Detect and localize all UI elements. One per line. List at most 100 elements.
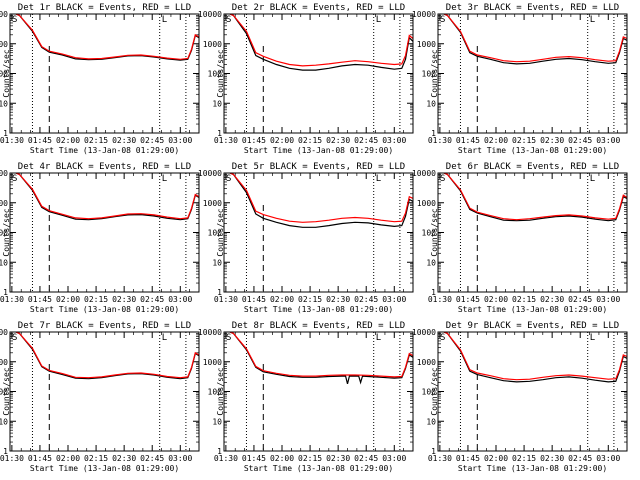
x-axis-label: Start Time (13-Jan-08 01:29:00) — [244, 146, 393, 155]
x-tick-label: 02:00 — [484, 295, 508, 304]
plot-frame — [9, 172, 200, 293]
corner-glyph-l: L — [590, 333, 595, 343]
y-tick-label: 10 — [0, 258, 8, 267]
x-tick-label: 01:30 — [428, 295, 452, 304]
x-tick-label: 01:45 — [242, 454, 266, 463]
plot-frame — [223, 172, 414, 293]
y-tick-label: 10 — [426, 99, 436, 108]
x-axis-label: Start Time (13-Jan-08 01:29:00) — [244, 464, 393, 473]
x-tick-label: 02:00 — [270, 295, 294, 304]
y-tick-label: 100 — [208, 70, 223, 79]
x-tick-label: 02:30 — [540, 136, 564, 145]
lld-series-line — [228, 332, 413, 378]
x-tick-label: 02:30 — [326, 295, 350, 304]
y-tick-label: 1000 — [203, 40, 222, 49]
corner-glyph-s: S — [12, 333, 17, 343]
corner-glyph-s: S — [226, 333, 231, 343]
corner-glyph-l: L — [590, 174, 595, 184]
corner-glyph-s: S — [440, 15, 445, 25]
lld-series-line — [442, 332, 627, 381]
y-tick-label: 10 — [426, 258, 436, 267]
x-tick-label: 02:00 — [56, 454, 80, 463]
y-tick-label: 1 — [431, 129, 436, 138]
panel-det-1: Det 1r BLACK = Events, RED = LLD 1 10 100 10… — [0, 3, 200, 155]
x-tick-label: 02:30 — [112, 295, 136, 304]
series-group — [14, 14, 199, 61]
y-tick-label: 10000 — [198, 169, 222, 178]
lld-series-line — [14, 332, 199, 379]
y-tick-label: 10000 — [198, 10, 222, 19]
x-tick-label: 01:30 — [428, 454, 452, 463]
events-series-line — [442, 332, 627, 383]
x-tick-label: 02:30 — [540, 295, 564, 304]
panel-det-3: Det 3r BLACK = Events, RED = LLD 1 10 100 10… — [412, 3, 628, 155]
events-series-line — [442, 173, 627, 222]
y-tick-label: 1 — [3, 288, 8, 297]
y-tick-label: 100 — [422, 70, 437, 79]
y-tick-label: 10000 — [198, 328, 222, 337]
x-tick-label: 02:45 — [140, 295, 164, 304]
y-tick-label: 10 — [0, 99, 8, 108]
x-tick-label: 02:15 — [512, 454, 536, 463]
x-tick-label: 01:45 — [28, 295, 52, 304]
panel-title: Det 1r BLACK = Events, RED = LLD — [18, 3, 191, 13]
panel-title: Det 8r BLACK = Events, RED = LLD — [232, 321, 405, 331]
y-axis-label: Counts/sec — [216, 367, 225, 415]
y-tick-label: 10000 — [412, 169, 436, 178]
y-tick-label: 1 — [431, 288, 436, 297]
y-axis-label: Counts/sec — [430, 49, 439, 97]
panel-title: Det 2r BLACK = Events, RED = LLD — [232, 3, 405, 13]
lld-series-line — [228, 173, 413, 223]
y-tick-label: 1 — [217, 129, 222, 138]
x-tick-label: 02:45 — [354, 295, 378, 304]
y-axis-label: Counts/sec — [2, 49, 11, 97]
x-tick-label: 01:45 — [28, 454, 52, 463]
x-tick-label: 01:45 — [456, 295, 480, 304]
x-tick-label: 01:30 — [214, 295, 238, 304]
x-tick-label: 02:15 — [512, 136, 536, 145]
x-tick-label: 01:30 — [214, 136, 238, 145]
corner-glyph-s: S — [440, 174, 445, 184]
series-group — [14, 173, 199, 221]
y-tick-label: 10 — [212, 417, 222, 426]
x-tick-label: 02:30 — [540, 454, 564, 463]
panel-title: Det 7r BLACK = Events, RED = LLD — [18, 321, 191, 331]
y-tick-label: 1 — [3, 447, 8, 456]
events-series-line — [228, 332, 413, 385]
lld-series-line — [14, 173, 199, 220]
x-tick-label: 01:30 — [214, 454, 238, 463]
plot-frame — [437, 331, 628, 452]
y-tick-label: 10 — [212, 258, 222, 267]
y-axis-label: Counts/sec — [2, 208, 11, 256]
corner-glyph-l: L — [590, 15, 595, 25]
panel-det-8: Det 8r BLACK = Events, RED = LLD 1 10 100 10… — [198, 321, 414, 473]
lld-series-line — [442, 173, 627, 221]
x-axis-label: Start Time (13-Jan-08 01:29:00) — [458, 146, 607, 155]
y-tick-label: 100 — [422, 229, 437, 238]
y-tick-label: 1000 — [0, 358, 8, 367]
x-tick-label: 02:00 — [56, 295, 80, 304]
x-tick-label: 02:15 — [298, 454, 322, 463]
lld-series-line — [442, 14, 627, 63]
series-group — [442, 332, 627, 383]
x-tick-label: 03:00 — [382, 136, 406, 145]
y-tick-label: 100 — [0, 229, 8, 238]
events-series-line — [14, 14, 199, 61]
x-tick-label: 01:30 — [0, 136, 24, 145]
corner-glyph-l: L — [162, 333, 167, 343]
x-tick-label: 02:15 — [298, 295, 322, 304]
x-axis-label: Start Time (13-Jan-08 01:29:00) — [244, 305, 393, 314]
corner-glyph-s: S — [226, 174, 231, 184]
x-tick-label: 02:00 — [484, 136, 508, 145]
panel-det-5: Det 5r BLACK = Events, RED = LLD 1 10 100 10… — [198, 162, 414, 314]
x-tick-label: 02:30 — [112, 454, 136, 463]
x-tick-label: 02:15 — [84, 136, 108, 145]
y-tick-label: 1 — [3, 129, 8, 138]
panel-title: Det 6r BLACK = Events, RED = LLD — [446, 162, 619, 172]
events-series-line — [442, 14, 627, 65]
lld-series-line — [14, 14, 199, 60]
x-tick-label: 02:45 — [568, 454, 592, 463]
x-axis-label: Start Time (13-Jan-08 01:29:00) — [30, 464, 179, 473]
events-series-line — [14, 173, 199, 221]
x-tick-label: 02:30 — [326, 454, 350, 463]
